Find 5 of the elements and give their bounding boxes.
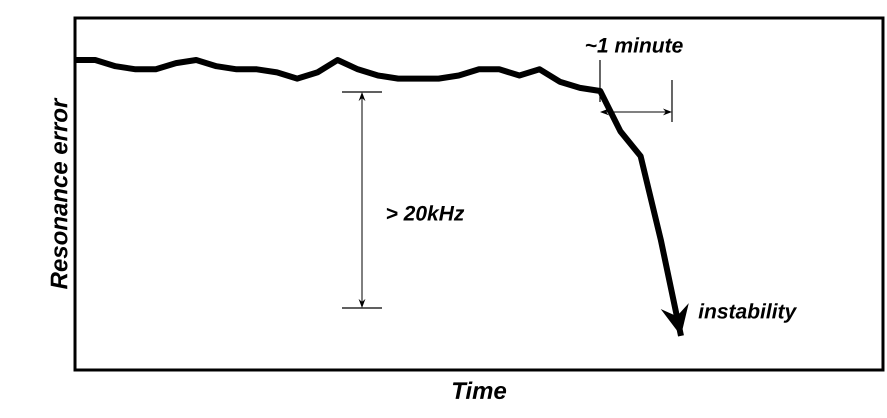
- text: instability: [698, 303, 798, 323]
- x-axis-title: Time: [452, 382, 506, 400]
- y-axis-title: Resonance error: [50, 98, 68, 289]
- text: ~1 minute: [586, 37, 683, 53]
- annotation: > 20kHz: [386, 205, 464, 221]
